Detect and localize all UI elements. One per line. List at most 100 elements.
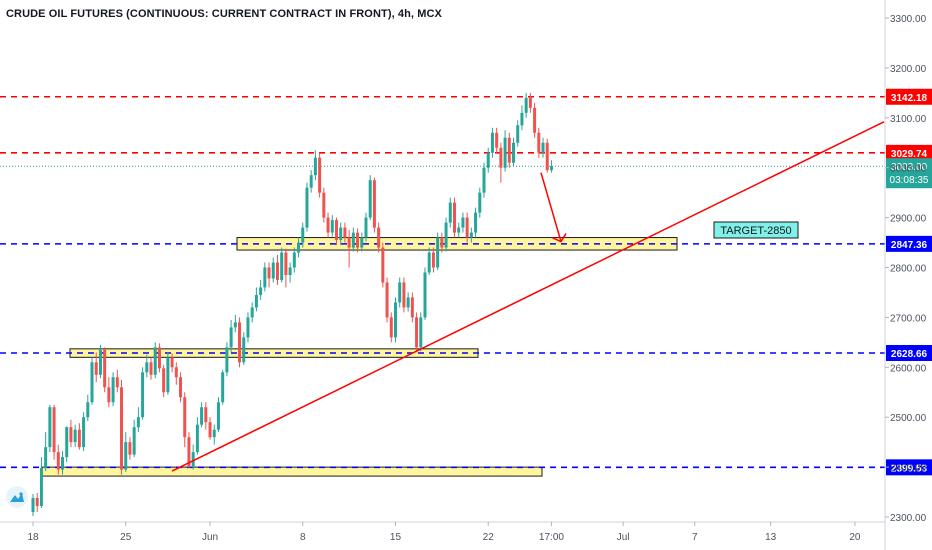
candle-body: [372, 180, 376, 228]
x-tick-label: 22: [483, 532, 495, 543]
candle-body: [322, 192, 326, 218]
candle-body: [39, 468, 43, 507]
candle-body: [524, 97, 528, 113]
tradingview-logo-icon: [6, 486, 28, 508]
candle-body: [297, 242, 301, 253]
x-tick-label: 18: [27, 532, 39, 543]
candle-body: [318, 157, 322, 193]
candle-body: [389, 317, 393, 338]
candle-body: [187, 437, 191, 468]
price-axis[interactable]: 2300.00 2400.00 2500.00 2600.00 2700.00 2800.…: [884, 0, 927, 550]
candle-body: [216, 402, 220, 430]
target-badge: [713, 221, 799, 239]
candle-body: [499, 147, 503, 168]
candle-body: [35, 498, 39, 507]
candle-body: [174, 367, 178, 378]
candle-body: [326, 217, 330, 233]
candle-body: [124, 442, 128, 470]
candle-body: [69, 427, 73, 443]
candle-body: [537, 132, 541, 153]
candle-body: [549, 166, 553, 171]
candle-body: [115, 377, 119, 388]
candle-body: [356, 232, 360, 248]
candle-body: [246, 317, 250, 338]
y-tick-label: 2600.00: [890, 363, 927, 374]
candle-body: [254, 294, 258, 308]
candle-body: [280, 252, 284, 280]
candle-body: [120, 387, 124, 470]
x-tick-label: 17:00: [539, 532, 564, 543]
candle-body: [309, 175, 313, 188]
candle-body: [490, 132, 494, 153]
price-level-label: 3142.18: [891, 93, 928, 104]
candle-body: [149, 362, 153, 375]
candle-body: [94, 362, 98, 375]
candles: [31, 92, 553, 517]
candle-body: [453, 202, 456, 233]
annotations: TARGET-2850: [171, 121, 885, 472]
candle-body: [162, 368, 166, 393]
candle-body: [170, 357, 174, 368]
candle-body: [461, 217, 465, 228]
candle-body: [427, 252, 431, 273]
candle-body: [132, 427, 136, 455]
y-tick-label: 3300.00: [890, 14, 927, 25]
candle-body: [423, 272, 427, 318]
candle-body: [86, 402, 90, 418]
x-tick-label: 7: [692, 532, 698, 543]
candle-body: [368, 180, 372, 218]
time-axis[interactable]: 18 25 Jun 8 15 22 17:00 Jul 7 13 20: [0, 521, 885, 543]
price-level-badge: [886, 88, 932, 105]
candle-body: [208, 422, 212, 438]
candle-body: [82, 417, 86, 448]
y-tick-label: 3000.00: [890, 164, 927, 175]
candle-body: [179, 377, 183, 398]
candle-body: [478, 192, 482, 213]
candle-body: [313, 157, 317, 176]
candle-body: [495, 132, 499, 148]
candle-body: [385, 282, 389, 318]
candle-body: [98, 349, 102, 375]
candle-body: [284, 252, 288, 275]
candle-body: [360, 237, 364, 248]
price-level-badge: [886, 459, 932, 476]
candle-body: [145, 362, 149, 373]
x-tick-label: Jun: [202, 532, 218, 543]
candle-body: [347, 237, 351, 248]
candle-body: [195, 424, 199, 453]
candle-body: [469, 232, 473, 238]
candle-body: [503, 137, 507, 168]
candle-body: [90, 362, 94, 403]
y-tick-label: 3100.00: [890, 114, 927, 125]
candle-body: [275, 262, 279, 280]
candle-body: [406, 297, 410, 308]
candle-body: [141, 372, 145, 418]
candle-body: [398, 282, 402, 303]
candle-body: [440, 237, 444, 248]
candle-body: [512, 142, 516, 163]
candle-body: [52, 407, 56, 453]
candle-body: [242, 337, 246, 363]
candle-body: [364, 217, 368, 238]
candle-body: [305, 187, 309, 228]
candle-body: [448, 202, 452, 223]
target-arrow: [540, 172, 562, 242]
candle-body: [520, 112, 524, 126]
candle-body: [528, 97, 532, 108]
candle-body: [136, 417, 140, 428]
x-tick-label: 8: [300, 532, 306, 543]
candle-body: [61, 457, 65, 470]
price-level-label: 2628.66: [891, 349, 928, 360]
candle-body: [474, 212, 478, 233]
candle-body: [128, 442, 132, 455]
candle-body: [73, 429, 77, 443]
candle-body: [107, 387, 111, 403]
candle-body: [238, 322, 242, 363]
candle-body: [465, 217, 469, 238]
candle-body: [301, 227, 305, 243]
candle-body: [31, 498, 35, 513]
price-level-label: 2847.36: [891, 240, 928, 251]
candle-body: [377, 227, 381, 248]
